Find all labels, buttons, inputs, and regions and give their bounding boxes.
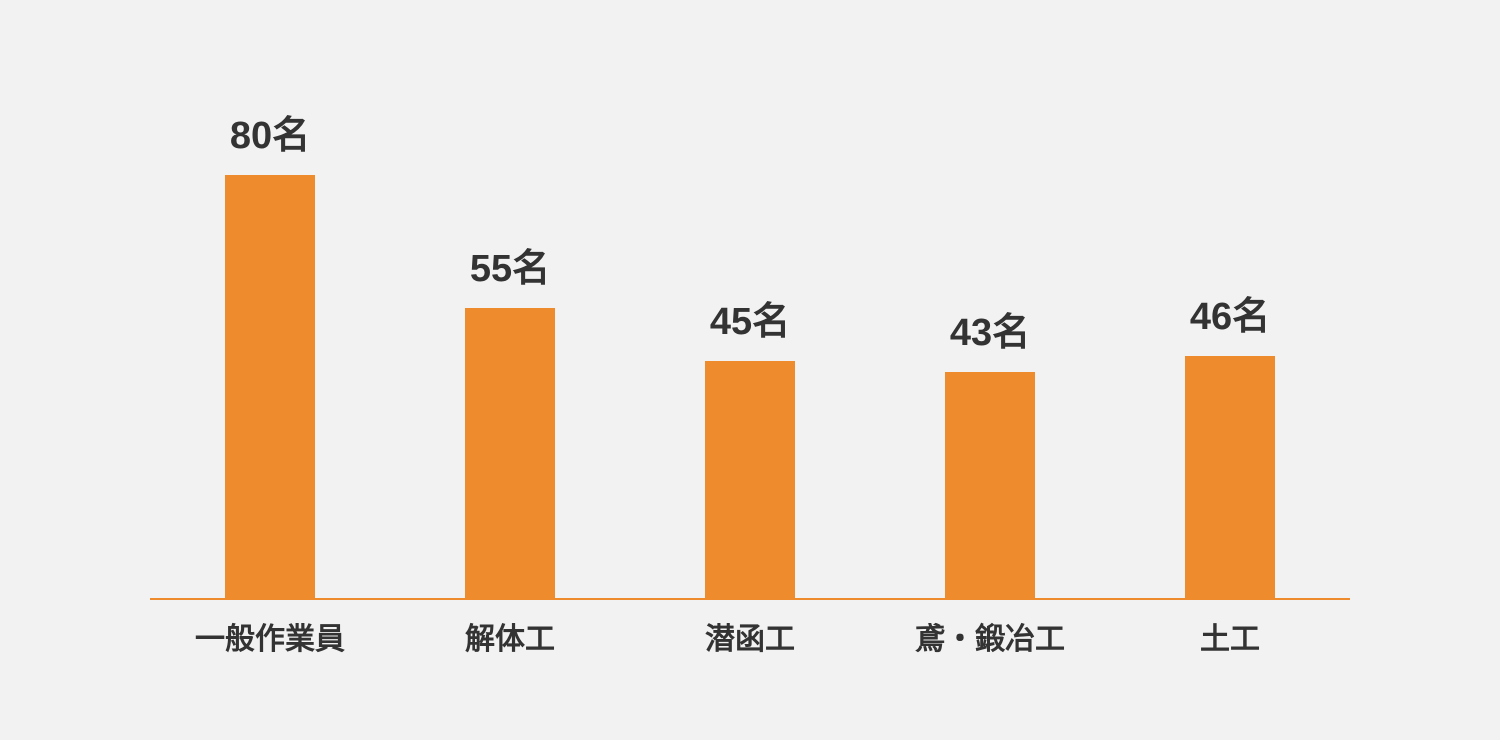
bar-slot: 43名 <box>870 60 1110 600</box>
axis-label: 鳶・鍛冶工 <box>870 600 1110 658</box>
bar <box>1185 356 1275 600</box>
axis-label: 一般作業員 <box>150 600 390 658</box>
bar-value-label: 46名 <box>1190 285 1270 340</box>
bar-value-label: 80名 <box>230 104 310 159</box>
axis-label: 土工 <box>1110 600 1350 658</box>
bar-value-label: 45名 <box>710 290 790 345</box>
bar <box>225 175 315 600</box>
bar-value-label: 43名 <box>950 301 1030 356</box>
bar-slot: 80名 <box>150 60 390 600</box>
bar-slot: 45名 <box>630 60 870 600</box>
axis-label: 解体工 <box>390 600 630 658</box>
chart-plot: 80名 55名 45名 43名 46名 <box>150 60 1350 600</box>
axis-labels: 一般作業員 解体工 潜函工 鳶・鍛冶工 土工 <box>150 600 1350 660</box>
bar <box>705 361 795 600</box>
bar-slot: 46名 <box>1110 60 1350 600</box>
bar <box>465 308 555 600</box>
bar <box>945 372 1035 600</box>
chart-canvas: 80名 55名 45名 43名 46名 <box>0 0 1500 740</box>
axis-label: 潜函工 <box>630 600 870 658</box>
bar-value-label: 55名 <box>470 237 550 292</box>
chart-area: 80名 55名 45名 43名 46名 <box>150 60 1350 660</box>
bar-slot: 55名 <box>390 60 630 600</box>
